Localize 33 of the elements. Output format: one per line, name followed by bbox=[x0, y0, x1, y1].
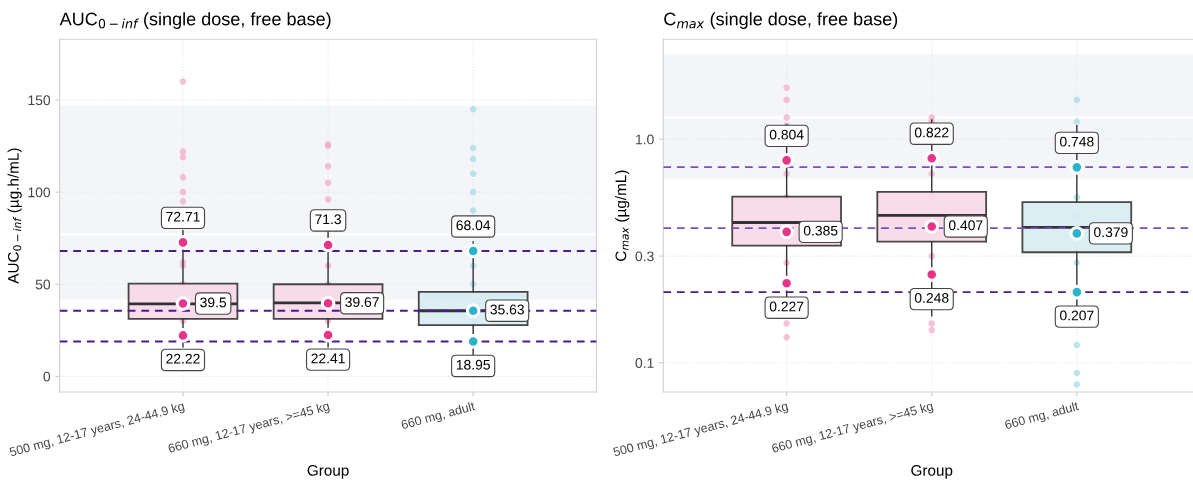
data-label: 0.804 bbox=[769, 129, 804, 140]
data-label: 0.379 bbox=[1094, 227, 1128, 238]
data-label: 0.407 bbox=[948, 220, 983, 231]
y-tick-label: 0.3 bbox=[635, 251, 654, 262]
y-tick-label: 150 bbox=[28, 95, 51, 106]
x-tick-label: 660 mg, adult bbox=[400, 401, 477, 432]
data-label: 0.385 bbox=[803, 225, 838, 236]
y-tick-label: 0 bbox=[43, 371, 51, 382]
data-label: 22.22 bbox=[166, 353, 200, 364]
y-tick-label: 0.1 bbox=[635, 358, 654, 368]
data-label: 68.04 bbox=[456, 220, 491, 231]
x-axis-title: Group bbox=[911, 465, 953, 479]
y-axis-title: C$_{max}$ (µg/mL) bbox=[615, 170, 630, 261]
y-tick-label: 1.0 bbox=[636, 134, 654, 145]
y-axis-title: AUC$_{0−inf}$ (µg.h/mL) bbox=[7, 148, 22, 284]
data-label: 39.67 bbox=[345, 297, 379, 307]
data-label: 0.248 bbox=[914, 292, 949, 303]
y-tick-label: 50 bbox=[35, 279, 51, 290]
data-label: 39.5 bbox=[200, 297, 227, 308]
chart-title: AUC$_{0−inf}$ (single dose, free base) bbox=[59, 12, 331, 29]
y-tick-label: 100 bbox=[28, 187, 51, 198]
x-tick-label: 660 mg, adult bbox=[1004, 401, 1080, 432]
data-label: 71.3 bbox=[315, 214, 341, 225]
data-label: 35.63 bbox=[490, 304, 524, 315]
data-label: 22.41 bbox=[311, 353, 345, 364]
data-label: 0.227 bbox=[769, 301, 804, 312]
data-label: 0.822 bbox=[914, 127, 949, 138]
x-axis-title: Group bbox=[307, 465, 349, 479]
chart-title: C$_{max}$ (single dose, free base) bbox=[664, 12, 898, 29]
data-label: 18.95 bbox=[456, 359, 490, 370]
data-label: 72.71 bbox=[166, 211, 200, 222]
data-label: 0.207 bbox=[1059, 310, 1094, 321]
data-label: 0.748 bbox=[1059, 136, 1094, 147]
